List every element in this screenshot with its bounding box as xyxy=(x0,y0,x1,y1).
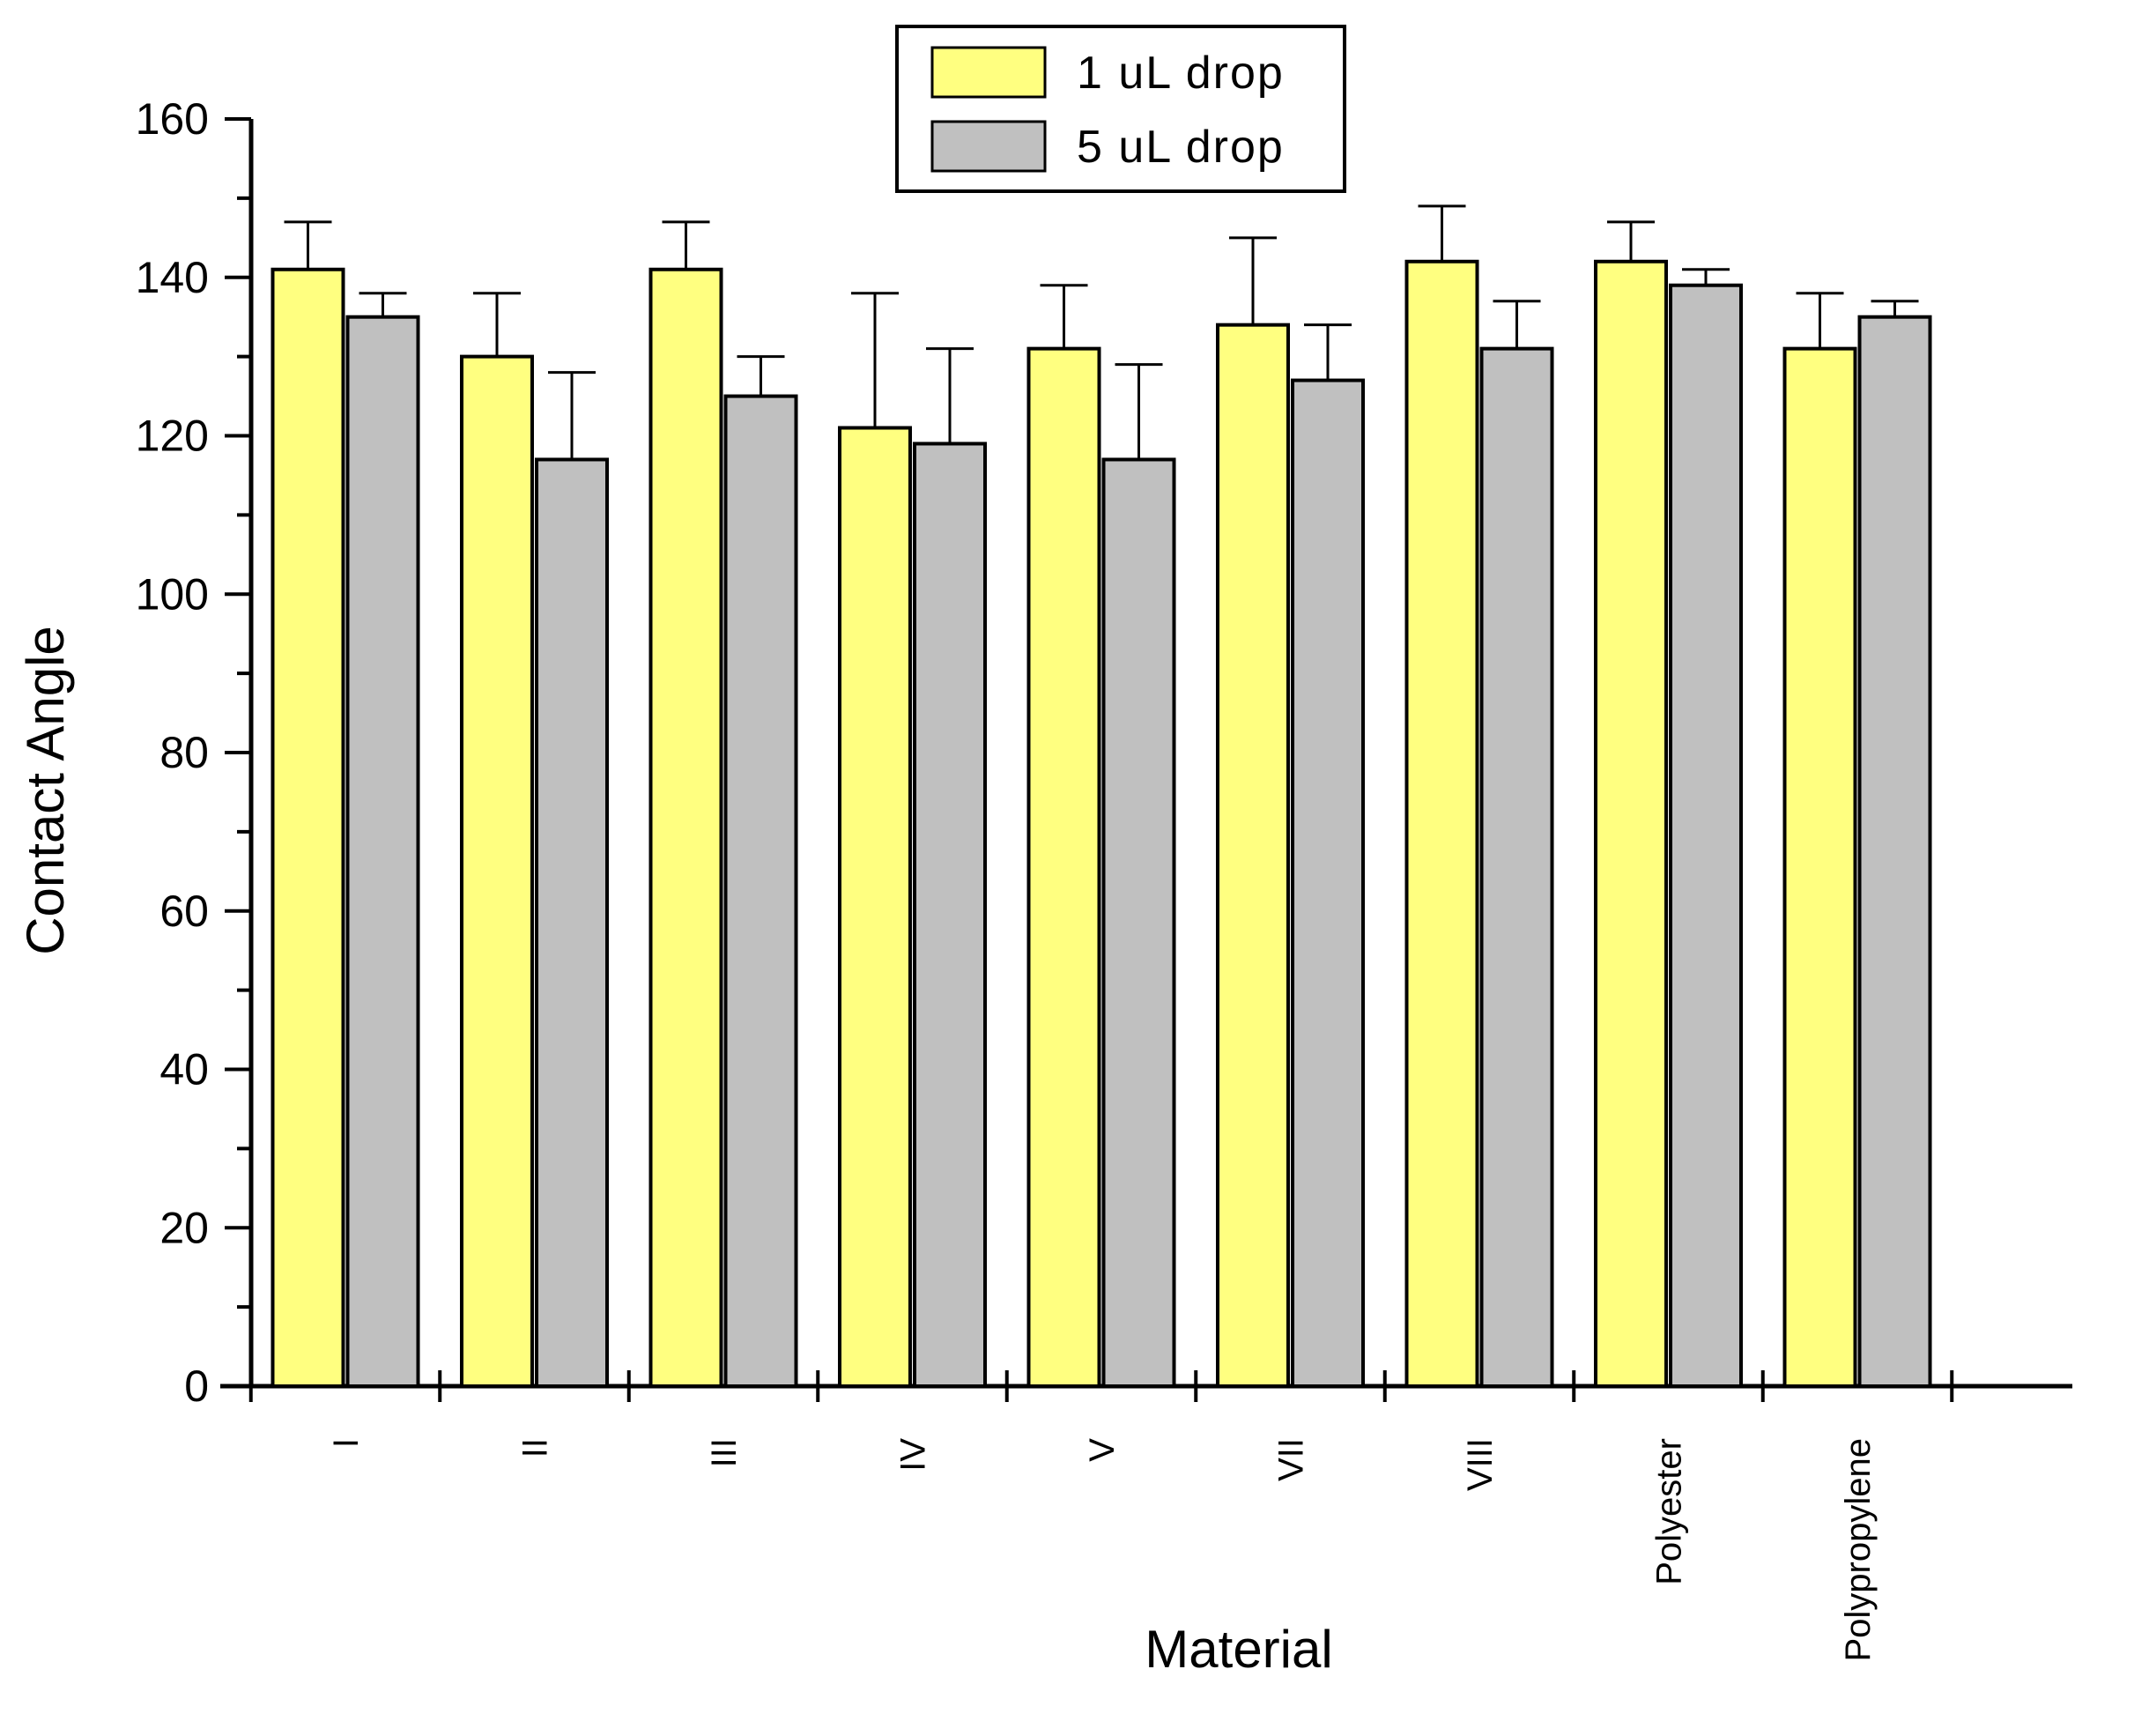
bar-1ul-i xyxy=(270,267,345,1389)
x-category-label: VIII xyxy=(1461,1438,1500,1491)
x-category-label: Polyester xyxy=(1650,1438,1689,1585)
y-tick-label: 100 xyxy=(136,569,209,619)
bar-5ul-vii xyxy=(1291,378,1365,1388)
x-category-label: V xyxy=(1083,1438,1122,1462)
bars xyxy=(270,259,1932,1389)
y-tick-label: 60 xyxy=(159,887,209,936)
y-tick-label: 140 xyxy=(136,253,209,302)
bar-5ul-polyester xyxy=(1669,283,1743,1388)
bar-1ul-polypropylene xyxy=(1782,346,1857,1389)
bar-1ul-iv xyxy=(838,426,912,1389)
bar-1ul-viii xyxy=(1404,259,1479,1388)
y-tick-label: 160 xyxy=(136,94,209,144)
x-axis-title: Material xyxy=(1145,1620,1332,1679)
y-tick-label: 40 xyxy=(159,1045,209,1094)
x-category-label: III xyxy=(705,1438,744,1467)
legend-swatch-5ul xyxy=(930,120,1047,173)
error-bars xyxy=(284,204,1919,460)
bar-1ul-ii xyxy=(460,354,534,1388)
bar-1ul-v xyxy=(1026,346,1101,1389)
bar-5ul-iii xyxy=(723,394,798,1388)
y-tick-label: 20 xyxy=(159,1203,209,1252)
bar-5ul-ii xyxy=(535,457,609,1388)
x-category-label: IV xyxy=(894,1438,933,1472)
bar-5ul-i xyxy=(345,315,420,1388)
bar-1ul-polyester xyxy=(1594,259,1668,1388)
legend-label-1ul: 1 uL drop xyxy=(1077,48,1285,99)
x-category-label: Polypropylene xyxy=(1839,1438,1878,1662)
x-category-label: I xyxy=(327,1438,366,1448)
y-tick-label: 120 xyxy=(136,412,209,461)
bar-5ul-iv xyxy=(913,441,987,1388)
legend-swatch-1ul xyxy=(930,46,1047,99)
y-ticks: 0 20 40 60 80 100 120 140 160 xyxy=(136,94,251,1411)
legend: 1 uL drop 5 uL drop xyxy=(895,25,1346,193)
bar-5ul-viii xyxy=(1479,346,1554,1389)
bar-5ul-polypropylene xyxy=(1857,315,1932,1388)
x-category-label: VII xyxy=(1272,1438,1311,1481)
y-axis-title: Contact Angle xyxy=(16,626,75,955)
y-tick-label: 0 xyxy=(184,1361,209,1411)
y-tick-label: 80 xyxy=(159,728,209,777)
x-category-label: II xyxy=(516,1438,555,1458)
bar-1ul-iii xyxy=(648,267,723,1389)
bar-1ul-vii xyxy=(1216,323,1290,1388)
bar-5ul-v xyxy=(1101,457,1176,1388)
x-ticks: I II III IV V VII VIII Polyester Polypropylene xyxy=(248,1370,1954,1662)
legend-label-5ul: 5 uL drop xyxy=(1077,122,1285,173)
